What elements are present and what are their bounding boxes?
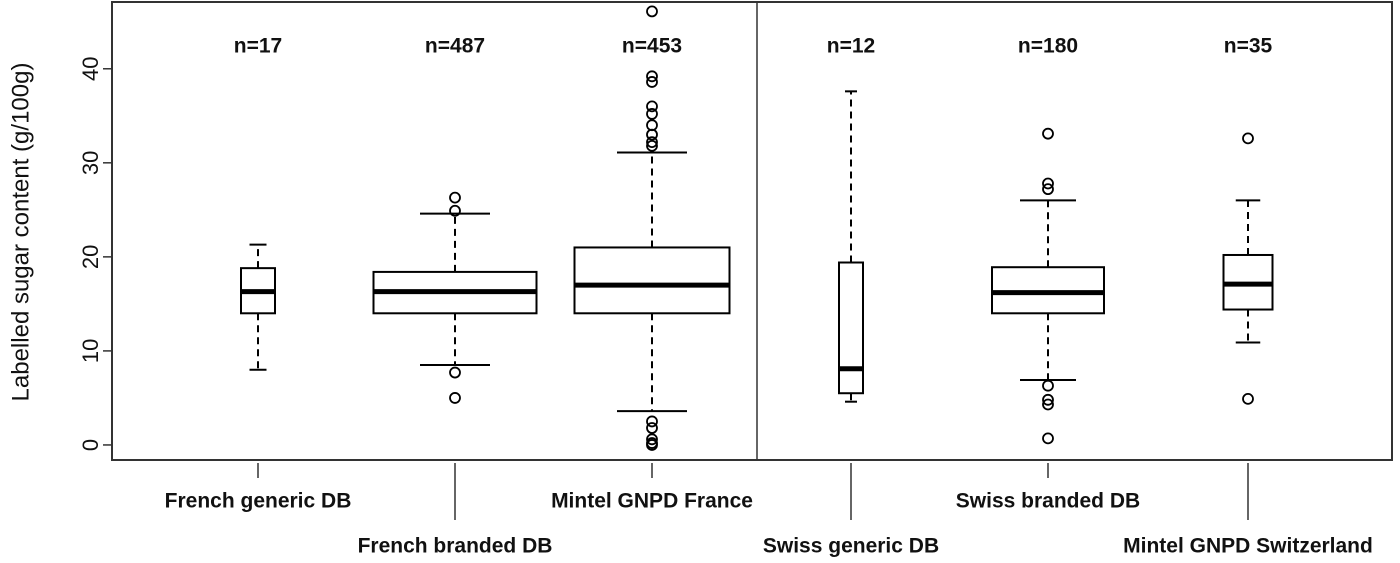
- n-label: n=180: [1018, 35, 1078, 58]
- n-label: n=17: [234, 35, 282, 58]
- outlier: [646, 437, 658, 449]
- x-tick-label: French branded DB: [358, 535, 553, 558]
- y-axis-label: Labelled sugar content (g/100g): [7, 63, 34, 402]
- y-tick-label: 10: [78, 339, 103, 363]
- n-label: n=453: [622, 35, 682, 58]
- x-tick-label: Mintel GNPD Switzerland: [1123, 535, 1373, 558]
- outlier: [646, 76, 658, 88]
- outlier: [646, 128, 658, 141]
- outlier: [646, 415, 658, 428]
- outlier: [646, 433, 658, 446]
- x-tick-label: Swiss generic DB: [763, 535, 939, 558]
- plot-frame: [111, 1, 1393, 461]
- outlier: [646, 108, 658, 120]
- x-tick-label: French generic DB: [165, 490, 352, 513]
- outlier: [449, 191, 461, 204]
- y-tick-label: 0: [78, 439, 103, 451]
- outlier: [646, 422, 658, 434]
- outlier: [1042, 398, 1054, 411]
- n-label: n=35: [1224, 35, 1273, 58]
- outlier: [449, 204, 461, 217]
- outlier: [1042, 432, 1054, 445]
- outlier: [646, 100, 658, 113]
- x-tick-label: Mintel GNPD France: [551, 490, 753, 513]
- outlier: [1242, 132, 1254, 145]
- outlier: [1042, 393, 1054, 406]
- outlier: [1042, 183, 1054, 196]
- y-tick-label: 30: [78, 151, 103, 175]
- outlier: [646, 70, 658, 83]
- outlier: [1042, 127, 1054, 140]
- outlier: [646, 139, 658, 152]
- box: [573, 246, 731, 315]
- n-label: n=12: [827, 35, 875, 58]
- outlier: [646, 119, 658, 132]
- outlier: [449, 392, 461, 404]
- y-tick-label: 20: [78, 245, 103, 269]
- x-tick-label: Swiss branded DB: [956, 490, 1140, 513]
- outlier: [1042, 379, 1054, 392]
- outlier: [646, 136, 658, 149]
- outlier: [1242, 392, 1254, 405]
- outlier: [449, 366, 461, 379]
- outlier: [646, 5, 658, 18]
- n-label: n=487: [425, 35, 485, 58]
- outlier: [1042, 177, 1054, 190]
- y-tick-label: 40: [78, 57, 103, 81]
- box: [838, 261, 864, 395]
